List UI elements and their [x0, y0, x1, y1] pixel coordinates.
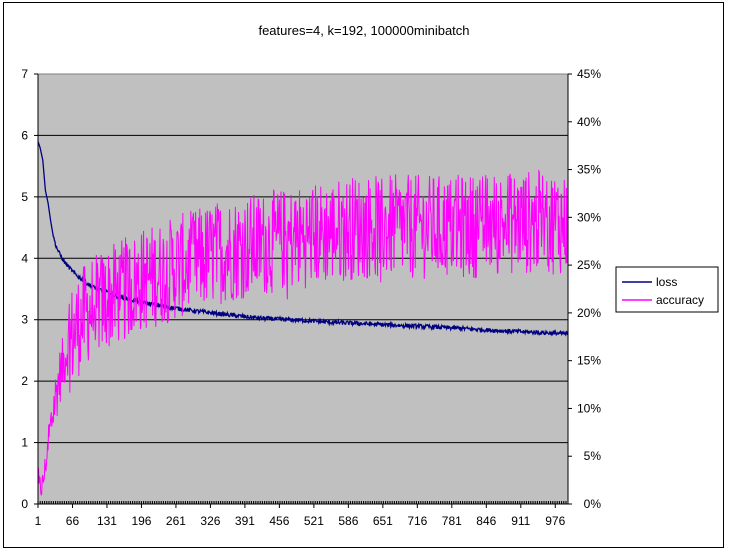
x-tick-label: 1	[35, 514, 42, 528]
legend-label-accuracy: accuracy	[656, 293, 704, 307]
y-right-tick-label: 45%	[577, 67, 601, 81]
y-right-tick-label: 35%	[577, 163, 601, 177]
legend: loss accuracy	[615, 266, 719, 313]
y-right-tick-label: 10%	[577, 401, 601, 415]
x-tick-label: 976	[545, 514, 565, 528]
x-tick-label: 651	[373, 514, 393, 528]
y-left-tick-label: 4	[21, 251, 28, 265]
series-accuracy	[37, 168, 569, 496]
y-left-tick-label: 7	[21, 67, 28, 81]
y-left-axis: 0 1 2 3 4 5 6 7	[21, 67, 39, 511]
x-tick-label: 131	[97, 514, 117, 528]
y-right-tick-label: 25%	[577, 258, 601, 272]
x-tick-label: 911	[511, 514, 530, 528]
x-tick-label: 456	[269, 514, 289, 528]
loss-line	[37, 141, 569, 337]
y-right-tick-label: 30%	[577, 210, 601, 224]
y-left-tick-label: 3	[21, 313, 28, 327]
x-tick-label: 66	[66, 514, 80, 528]
y-left-tick-label: 1	[21, 436, 28, 450]
x-tick-label: 521	[304, 514, 324, 528]
chart-title: features=4, k=192, 100000minibatch	[258, 23, 469, 38]
y-left-tick-label: 6	[21, 128, 28, 142]
y-right-tick-label: 0%	[584, 497, 602, 511]
plot-area	[37, 73, 569, 505]
x-tick-label: 846	[476, 514, 496, 528]
x-tick-label: 326	[200, 514, 220, 528]
legend-box	[615, 266, 719, 313]
x-tick-label: 586	[338, 514, 358, 528]
y-right-tick-label: 40%	[577, 115, 601, 129]
x-tick-label: 716	[407, 514, 427, 528]
x-tick-label: 196	[131, 514, 151, 528]
x-tick-label: 261	[166, 514, 186, 528]
accuracy-line	[37, 168, 569, 496]
y-right-axis: 0% 5% 10% 15% 20% 25% 30% 35% 40% 45%	[567, 67, 602, 511]
x-axis: 1 66 131 196 261 326 391 456 521 586 651 716 781 846 9…	[35, 503, 568, 528]
y-left-tick-label: 0	[21, 497, 28, 511]
legend-label-loss: loss	[656, 275, 677, 289]
y-right-tick-label: 20%	[577, 306, 601, 320]
y-right-tick-label: 15%	[577, 354, 601, 368]
x-tick-label: 391	[235, 514, 255, 528]
series-loss	[37, 141, 569, 337]
y-right-tick-label: 5%	[584, 449, 602, 463]
x-tick-label: 781	[442, 514, 462, 528]
y-left-tick-label: 5	[21, 190, 28, 204]
y-left-tick-label: 2	[21, 374, 28, 388]
